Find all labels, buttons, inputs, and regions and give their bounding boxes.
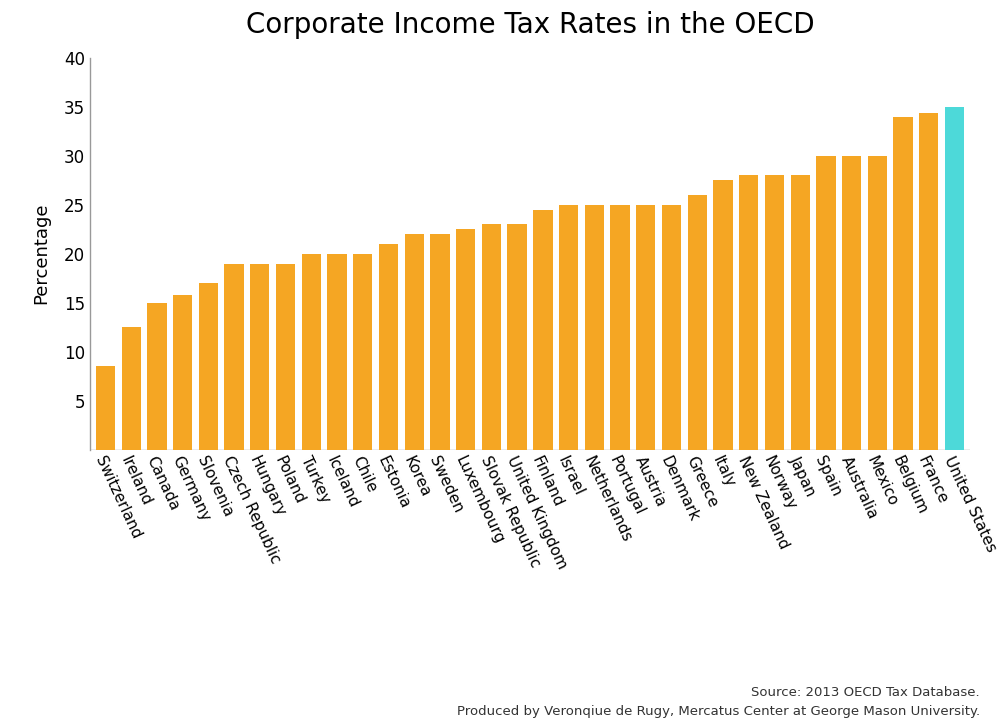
- Text: Source: 2013 OECD Tax Database.
Produced by Veronqiue de Rugy, Mercatus Center a: Source: 2013 OECD Tax Database. Produced…: [457, 686, 980, 718]
- Bar: [945, 107, 964, 450]
- Bar: [688, 195, 707, 450]
- Bar: [533, 210, 553, 450]
- Bar: [302, 254, 321, 450]
- Bar: [816, 156, 836, 450]
- Y-axis label: Percentage: Percentage: [32, 203, 50, 304]
- Bar: [173, 295, 192, 450]
- Bar: [353, 254, 372, 450]
- Bar: [713, 181, 733, 450]
- Bar: [96, 366, 115, 450]
- Bar: [559, 205, 578, 450]
- Bar: [199, 283, 218, 450]
- Bar: [842, 156, 861, 450]
- Bar: [122, 327, 141, 450]
- Title: Corporate Income Tax Rates in the OECD: Corporate Income Tax Rates in the OECD: [246, 11, 814, 39]
- Bar: [379, 244, 398, 450]
- Bar: [791, 175, 810, 450]
- Bar: [636, 205, 655, 450]
- Bar: [327, 254, 347, 450]
- Bar: [250, 264, 269, 450]
- Bar: [276, 264, 295, 450]
- Bar: [482, 225, 501, 450]
- Bar: [919, 112, 938, 450]
- Bar: [147, 303, 167, 450]
- Bar: [585, 205, 604, 450]
- Bar: [507, 225, 527, 450]
- Bar: [739, 175, 758, 450]
- Bar: [430, 234, 450, 450]
- Bar: [868, 156, 887, 450]
- Bar: [765, 175, 784, 450]
- Bar: [610, 205, 630, 450]
- Bar: [662, 205, 681, 450]
- Bar: [456, 229, 475, 450]
- Bar: [893, 117, 913, 450]
- Bar: [405, 234, 424, 450]
- Bar: [224, 264, 244, 450]
